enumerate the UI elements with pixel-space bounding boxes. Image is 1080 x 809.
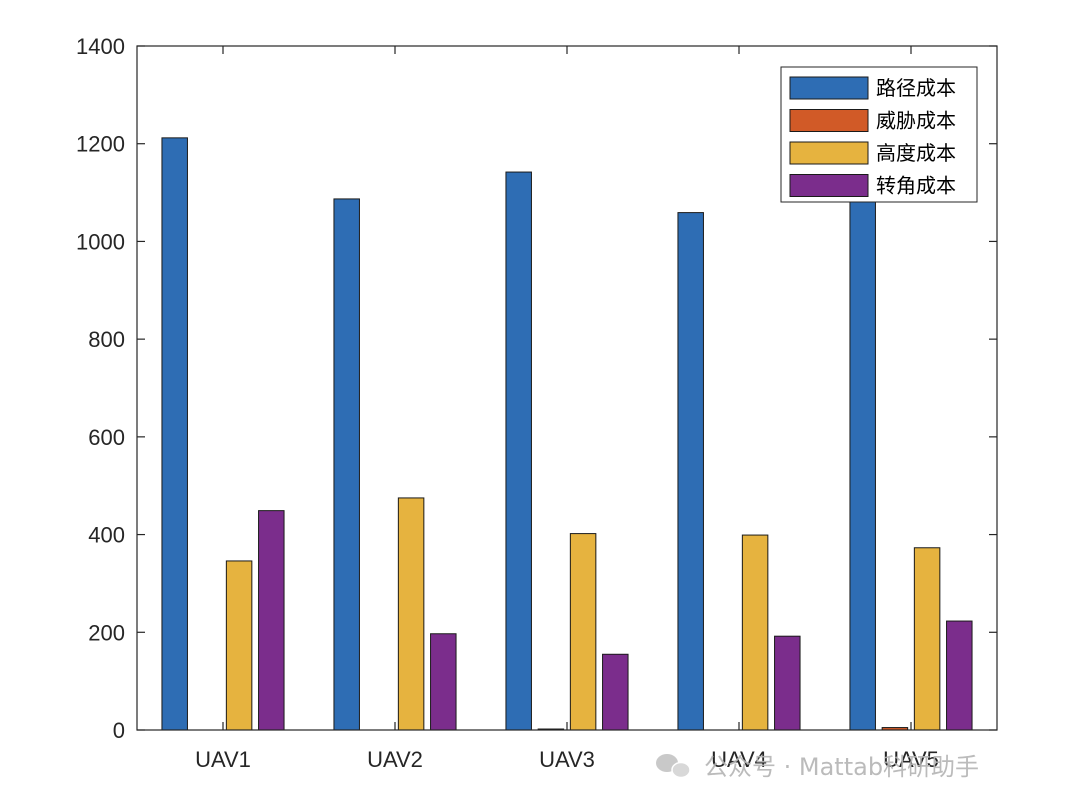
- watermark-text: 公众号 · Mattab科研助手: [704, 753, 979, 781]
- bar-uav2-series-3: [397, 497, 425, 731]
- x-tick-label: UAV1: [195, 747, 251, 772]
- x-tick-label: UAV4: [711, 747, 767, 772]
- bar-uav4-series-4: [774, 635, 801, 731]
- y-tick-label: 400: [88, 523, 125, 548]
- legend-swatch: [789, 76, 869, 100]
- legend-label: 高度成本: [876, 141, 956, 165]
- bar-uav5-series-4: [946, 620, 973, 731]
- bar-uav2-series-4: [430, 633, 457, 731]
- x-tick-label: UAV2: [367, 747, 423, 772]
- y-tick-label: 800: [88, 327, 125, 352]
- bar-uav3-series-3: [569, 533, 597, 731]
- legend-swatch: [789, 109, 869, 132]
- y-tick-label: 600: [88, 425, 125, 450]
- bars-layer: [161, 137, 973, 731]
- bar-uav4-series-3: [741, 534, 769, 731]
- y-tick-label: 1000: [76, 229, 125, 254]
- legend-swatch: [789, 174, 869, 197]
- bar-uav3-series-4: [602, 653, 629, 731]
- bar-uav5-series-1: [849, 182, 876, 731]
- x-tick-label: UAV3: [539, 747, 595, 772]
- legend-label: 转角成本: [876, 174, 956, 198]
- bar-uav2-series-1: [333, 198, 360, 731]
- y-tick-label: 200: [88, 620, 125, 645]
- y-tick-label: 1200: [76, 132, 125, 157]
- legend-label: 威胁成本: [876, 109, 956, 133]
- y-tick-label: 1400: [76, 34, 125, 59]
- bar-uav5-series-3: [913, 547, 941, 731]
- ticks-layer: 0 200 400 600 800 1000 1200 1400 UAV1 UAV2 UAV3 UAV…: [76, 34, 997, 772]
- legend-label: 路径成本: [876, 76, 956, 100]
- bar-uav1-series-4: [258, 510, 285, 731]
- bar-uav1-series-3: [225, 560, 253, 731]
- watermark: 公众号 · Mattab科研助手: [656, 753, 979, 781]
- y-tick-label: 0: [113, 718, 125, 743]
- wechat-icon: [656, 754, 691, 779]
- bar-uav3-series-1: [505, 171, 532, 731]
- bar-uav4-series-1: [677, 212, 704, 731]
- legend-swatch: [789, 141, 869, 165]
- bar-uav1-series-1: [161, 137, 188, 731]
- x-tick-label: UAV5: [883, 747, 939, 772]
